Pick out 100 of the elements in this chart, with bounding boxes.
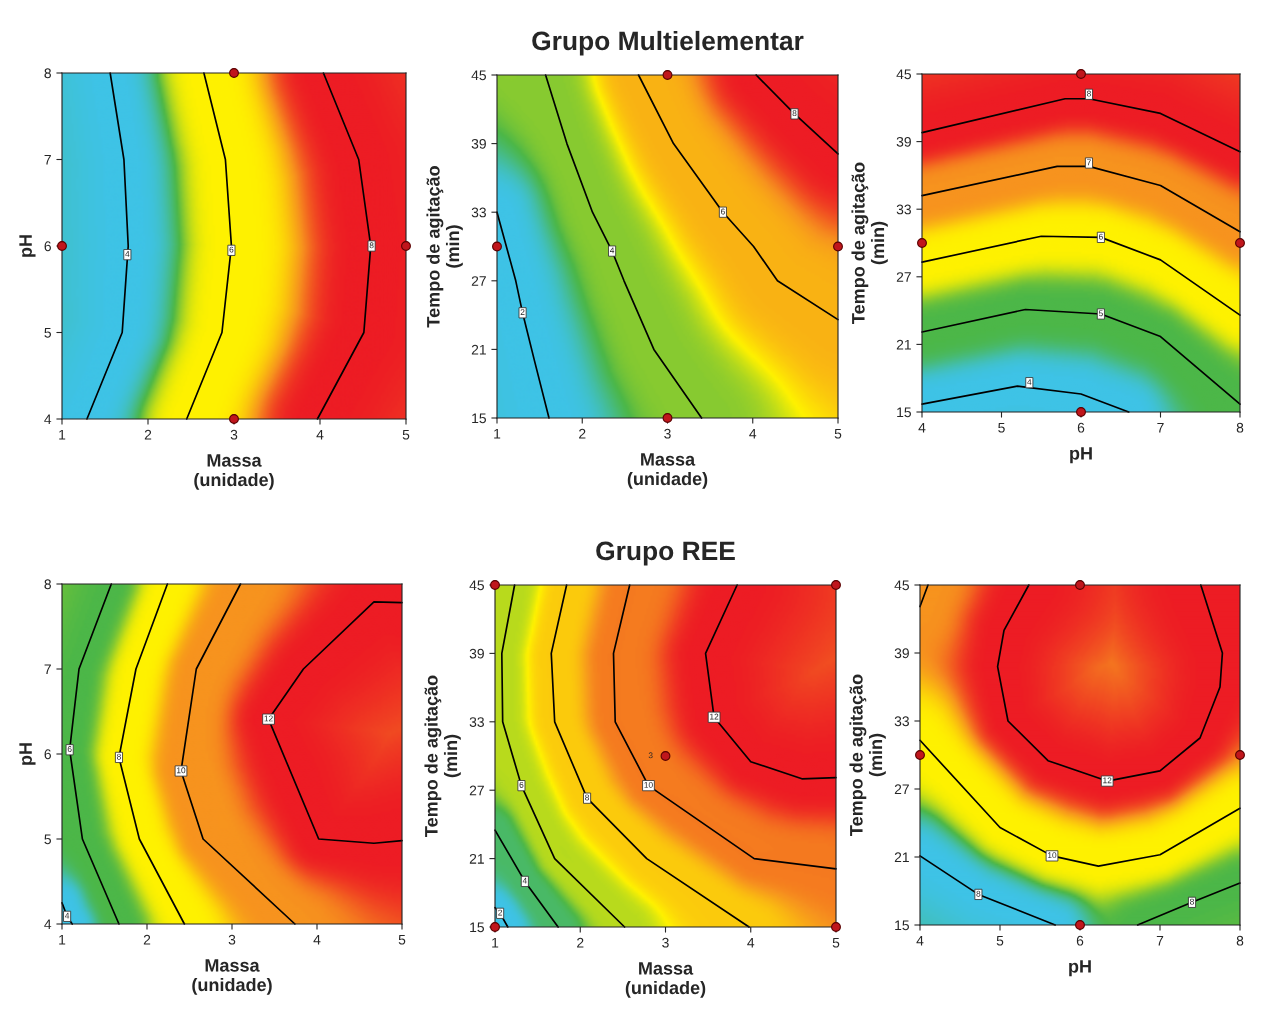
- x-tick-label: 5: [398, 934, 406, 945]
- x-tick-label: 6: [1077, 422, 1085, 433]
- x-axis-title: Massa (unidade): [625, 962, 706, 998]
- annotation: 4: [64, 912, 70, 919]
- point: [831, 580, 841, 590]
- annotation: 5: [1098, 310, 1103, 317]
- x-tick-label: 5: [832, 937, 840, 948]
- annotation: 8: [585, 794, 590, 801]
- x-tick-label: 5: [402, 429, 410, 440]
- annotation: 4: [609, 247, 615, 254]
- y-tick-label: 15: [470, 922, 484, 933]
- x-tick-label: 1: [59, 934, 66, 945]
- annotation: 8: [369, 242, 374, 249]
- y-tick-label: 39: [469, 648, 484, 659]
- annotation: 8: [976, 890, 981, 897]
- y-tick-label: 21: [469, 853, 484, 864]
- point: [1075, 580, 1085, 590]
- x-tick-label: 5: [998, 422, 1005, 433]
- x-tick-label: 2: [143, 934, 151, 945]
- x-tick-label: 4: [316, 429, 324, 440]
- y-tick-label: 6: [44, 241, 51, 252]
- y-tick-label: 45: [471, 70, 486, 81]
- point: [833, 241, 843, 252]
- y-tick-label: 8: [44, 68, 51, 79]
- line-series: [921, 308, 1241, 405]
- y-tick-label: 45: [894, 580, 909, 591]
- x-tick-label: 4: [916, 935, 924, 946]
- x-tick-label: 5: [834, 428, 842, 439]
- y-tick-label: 33: [469, 717, 484, 727]
- y-tick-label: 8: [44, 579, 51, 590]
- x-tick-label: 3: [662, 937, 669, 948]
- annotation: 10: [644, 781, 653, 788]
- x-axis-title: pH: [1069, 960, 1091, 977]
- y-axis-title: Tempo de agitação (min): [426, 166, 463, 328]
- x-tick-label: 7: [1157, 422, 1164, 433]
- x-tick-label: 8: [1236, 935, 1244, 946]
- annotation: 8: [116, 753, 121, 760]
- point: [662, 413, 673, 423]
- annotation: 7: [1087, 159, 1091, 166]
- annotation: 6: [1098, 233, 1103, 240]
- y-tick-label: 39: [471, 138, 486, 149]
- y-axis-title: Tempo de agitação (min): [424, 675, 461, 837]
- y-tick-label: 45: [896, 69, 911, 80]
- x-axis-title: Massa (unidade): [627, 453, 708, 489]
- point: [57, 241, 67, 251]
- annotation: 4: [125, 251, 130, 257]
- y-tick-label: 4: [44, 919, 52, 930]
- y-tick-label: 21: [894, 852, 909, 863]
- chart-title: Grupo REE: [596, 541, 735, 566]
- y-tick-label: 4: [44, 414, 52, 425]
- y-tick-label: 33: [896, 204, 911, 215]
- annotation: 10: [1048, 852, 1057, 859]
- point: [1235, 238, 1245, 248]
- point: [1235, 750, 1245, 760]
- line-series: [919, 739, 1241, 867]
- line-series: [612, 584, 837, 870]
- y-axis-title: Tempo de agitação (min): [849, 674, 886, 836]
- y-tick-label: 5: [44, 327, 51, 338]
- y-tick-label: 33: [471, 207, 486, 218]
- x-tick-label: 8: [1236, 422, 1244, 433]
- x-axis-title: Massa (unidade): [192, 959, 272, 995]
- point: [490, 922, 500, 932]
- y-tick-label: 33: [894, 716, 909, 727]
- x-tick-label: 4: [749, 428, 757, 439]
- annotation: 2: [498, 909, 503, 916]
- y-tick-label: 21: [471, 344, 486, 355]
- point: [492, 241, 502, 252]
- x-tick-label: 3: [230, 429, 238, 440]
- x-tick-label: 1: [494, 428, 501, 439]
- y-tick-label: 27: [471, 276, 486, 286]
- point: [1076, 69, 1086, 79]
- point: [1075, 920, 1085, 930]
- x-tick-label: 7: [1156, 935, 1164, 946]
- chart-title: Grupo Multielementar: [532, 30, 804, 56]
- annotation: 6: [67, 746, 72, 752]
- y-axis-title: Tempo de agitação (min): [851, 162, 888, 324]
- annotation: 6: [721, 208, 725, 215]
- annotation: 8: [792, 110, 797, 117]
- x-tick-label: 2: [579, 428, 586, 439]
- point: [915, 750, 925, 760]
- x-tick-label: 2: [577, 937, 584, 948]
- x-axis-title: Massa (unidade): [194, 454, 274, 490]
- annotation: 2: [520, 309, 525, 315]
- y-tick-label: 15: [897, 407, 911, 418]
- x-tick-label: 4: [747, 937, 755, 948]
- x-tick-label: 1: [492, 937, 499, 948]
- x-tick-label: 3: [664, 428, 671, 439]
- x-axis-title: pH: [1070, 447, 1092, 464]
- line-series: [544, 74, 703, 419]
- y-tick-label: 27: [896, 272, 911, 282]
- x-tick-label: 4: [313, 934, 321, 945]
- point: [401, 241, 411, 251]
- annotation: 4: [1027, 379, 1032, 385]
- line-series: [550, 584, 750, 928]
- point: [229, 68, 239, 78]
- y-tick-label: 7: [44, 154, 51, 165]
- x-tick-label: 2: [144, 429, 152, 440]
- y-axis-title: pH: [19, 235, 36, 257]
- y-tick-label: 5: [44, 834, 51, 845]
- annotation: 6: [519, 781, 524, 788]
